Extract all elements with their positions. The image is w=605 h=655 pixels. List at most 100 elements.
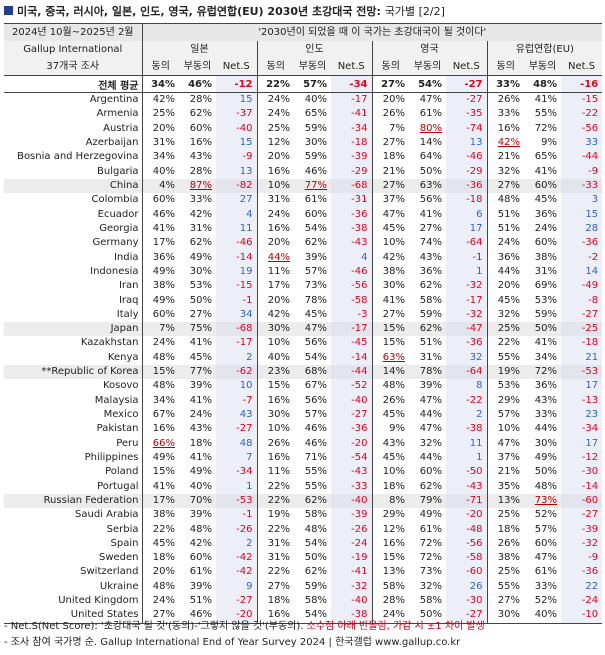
value-cell: 74% — [419, 237, 442, 249]
value-cell: 42% — [267, 308, 290, 320]
value-cell: 43% — [534, 394, 557, 406]
net-score-cell: -31 — [331, 193, 373, 208]
value-cell: 27% — [419, 222, 442, 234]
net-score-cell: -62 — [216, 364, 258, 380]
table-row: Mexico 67% 24% 43 30% 57% -27 45% 44% 2 57% 33% 23 — [4, 407, 603, 423]
value-cell: 48% — [152, 380, 175, 392]
net-score-cell: -39 — [331, 508, 373, 523]
value-cell: 24% — [267, 108, 290, 120]
net-score-cell: -26 — [331, 522, 373, 537]
value-cell: 10% — [382, 466, 405, 478]
value-cell: 13% — [487, 493, 524, 509]
value-cell: 59% — [534, 308, 557, 320]
value-cell: 27% — [382, 308, 405, 320]
value-cell: 26% — [497, 537, 520, 549]
table-row: Ukraine 48% 39% 9 27% 59% -32 58% 32% 26 55% 33% 22 — [4, 579, 603, 594]
value-cell: 16% — [497, 122, 520, 134]
value-cell: 15% — [382, 552, 405, 564]
value-cell: 60% — [152, 194, 175, 206]
value-cell: 41% — [382, 294, 405, 306]
net-score-cell: -12 — [561, 450, 603, 466]
value-cell: 60% — [534, 537, 557, 549]
net-score-cell: -36 — [561, 565, 603, 580]
net-score-cell: -15 — [216, 279, 258, 294]
net-score-cell: -60 — [561, 493, 603, 509]
value-cell: 53% — [497, 380, 520, 392]
value-cell: 62% — [304, 237, 327, 249]
net-score-cell: -3 — [331, 307, 373, 322]
value-cell: 68% — [294, 364, 331, 380]
value-cell: 49% — [152, 451, 175, 463]
value-cell: 10% — [382, 237, 405, 249]
country-name: United States — [4, 608, 143, 624]
net-score-cell: -41 — [331, 107, 373, 122]
value-cell: 26% — [497, 94, 520, 106]
value-cell: 11% — [267, 466, 290, 478]
table-row: Georgia 41% 31% 11 16% 54% -38 45% 27% 17 51% 24% 28 — [4, 221, 603, 237]
net-score-cell: -7 — [216, 393, 258, 408]
net-score-cell: -40 — [331, 593, 373, 609]
value-cell: 47% — [534, 552, 557, 564]
value-cell: 12% — [382, 523, 405, 535]
net-score-cell: -2 — [561, 250, 603, 265]
value-cell: 45% — [382, 451, 405, 463]
net-score-cell: -20 — [216, 608, 258, 624]
value-cell: 31% — [267, 552, 290, 564]
country-name: Peru — [4, 436, 143, 451]
value-cell: 50% — [409, 608, 446, 624]
subcol-disagree: 부동의 — [179, 58, 216, 76]
value-cell: 40% — [152, 165, 175, 177]
net-score-cell: 1 — [446, 264, 488, 280]
value-cell: 46% — [152, 208, 175, 220]
table-row: Japan 7% 75% -68 30% 47% -17 15% 62% -47 25% 50% -25 — [4, 322, 603, 337]
value-cell: 24% — [189, 409, 212, 421]
value-cell: 55% — [497, 580, 520, 592]
value-cell: 28% — [189, 94, 212, 106]
value-cell: 30% — [257, 322, 294, 337]
country-name: Armenia — [4, 107, 143, 122]
value-cell: 49% — [189, 466, 212, 478]
net-score-cell: 13 — [446, 135, 488, 151]
net-score-cell: -38 — [331, 221, 373, 237]
value-cell: 38% — [534, 251, 557, 263]
value-cell: 20% — [267, 237, 290, 249]
value-cell: 39% — [189, 509, 212, 521]
value-cell: 73% — [419, 566, 442, 578]
net-score-cell: -56 — [331, 279, 373, 294]
value-cell: 46% — [304, 165, 327, 177]
value-cell: 28% — [189, 165, 212, 177]
net-score-cell: -32 — [561, 536, 603, 551]
net-score-cell: -12 — [216, 75, 258, 93]
net-score-cell: -18 — [446, 193, 488, 208]
net-score-cell: -27 — [561, 508, 603, 523]
value-cell: 61% — [419, 108, 442, 120]
value-cell: 39% — [304, 251, 327, 263]
net-score-cell: -29 — [331, 164, 373, 179]
value-cell: 15% — [152, 466, 175, 478]
country-name: Sweden — [4, 551, 143, 566]
net-score-cell: 23 — [561, 407, 603, 423]
net-score-cell: -36 — [331, 207, 373, 222]
value-cell: 16% — [189, 137, 212, 149]
subcol-disagree: 부동의 — [524, 58, 561, 76]
value-cell: 15% — [142, 364, 179, 380]
value-cell: 48% — [524, 75, 561, 93]
value-cell: 48% — [152, 580, 175, 592]
table-row: Bulgaria 40% 28% 13 16% 46% -29 21% 50% -29 32% 41%… — [4, 164, 603, 179]
net-score-cell: -40 — [331, 393, 373, 408]
value-cell: 24% — [152, 337, 175, 349]
value-cell: 42% — [152, 94, 175, 106]
value-cell: 30% — [487, 608, 524, 624]
value-cell: 29% — [497, 394, 520, 406]
value-cell: 16% — [267, 222, 290, 234]
net-score-cell: -43 — [446, 479, 488, 494]
table-row: India 36% 49% -14 44% 39% 4 42% 43% -1 36% 38% -2 — [4, 250, 603, 265]
net-score-cell: 10 — [216, 379, 258, 394]
table-row: Philippines 49% 41% 7 16% 71% -54 45% 44% 1 37% 49%… — [4, 450, 603, 466]
value-cell: 54% — [304, 222, 327, 234]
net-score-cell: -60 — [446, 565, 488, 580]
org-label: Gallup International — [4, 41, 143, 58]
value-cell: 54% — [294, 608, 331, 624]
value-cell: 22% — [152, 523, 175, 535]
net-score-cell: 9 — [216, 579, 258, 594]
